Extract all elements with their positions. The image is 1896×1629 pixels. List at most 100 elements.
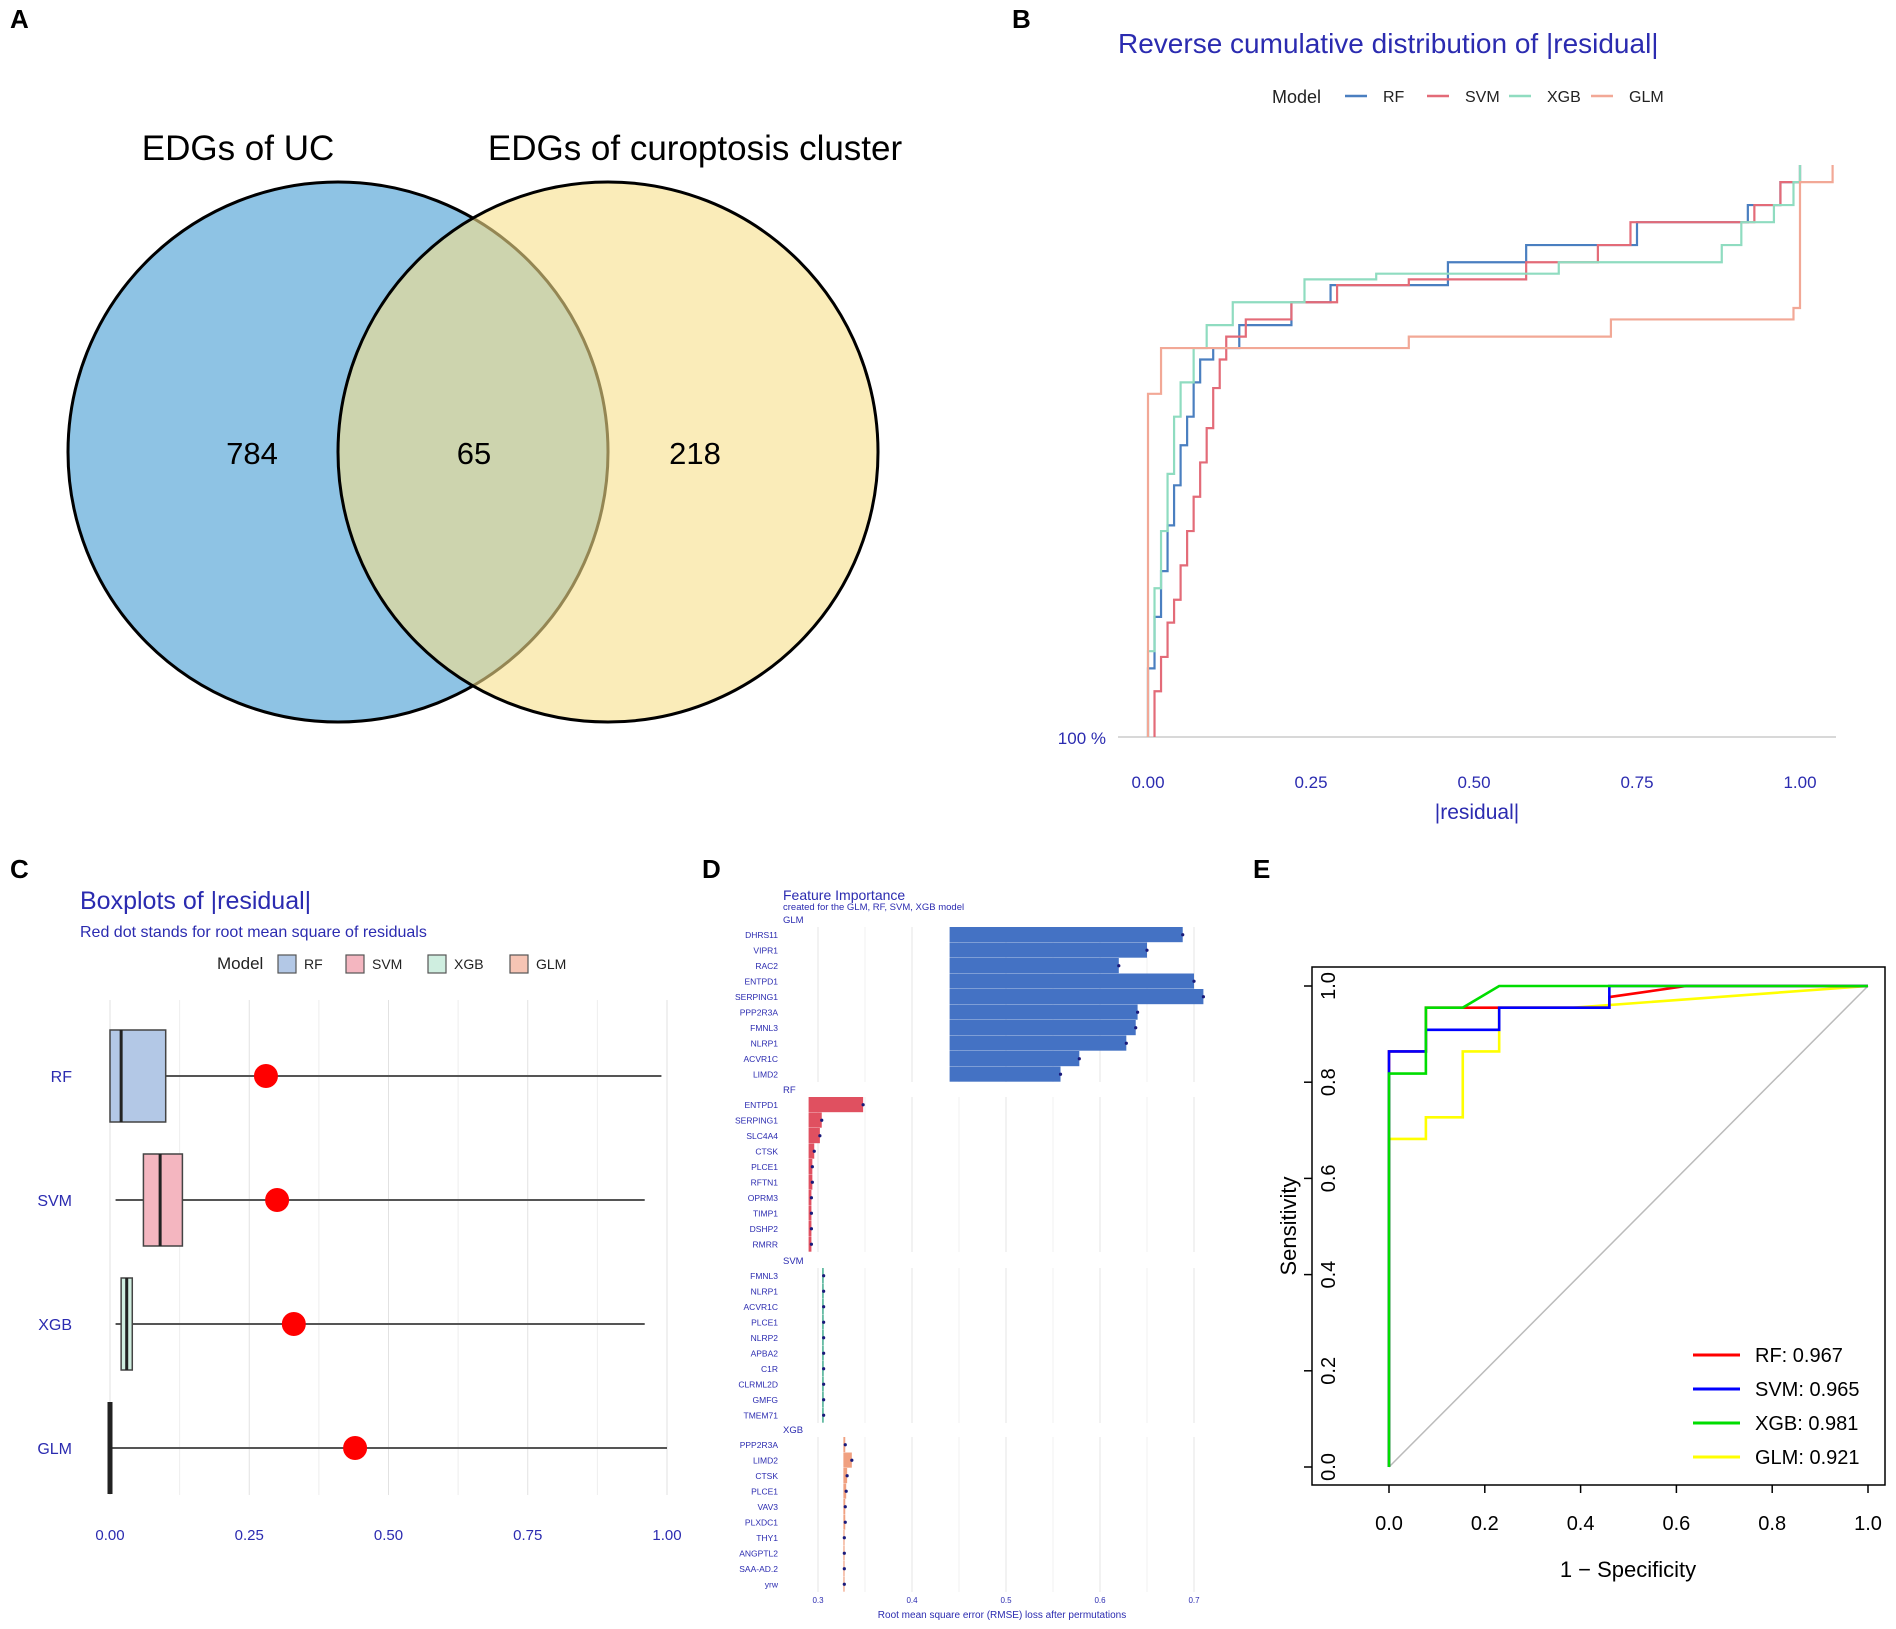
panel-c-boxes: RF SVM XGB GLM [37, 1029, 667, 1494]
legend-label-rf: RF: 0.967 [1755, 1345, 1843, 1367]
importance-point [1124, 1041, 1128, 1045]
group-label-glm: GLM [783, 915, 804, 926]
x-tick-label: 0.4 [906, 1596, 918, 1605]
feature-label: CTSK [755, 1146, 778, 1156]
x-tick-label: 1.00 [652, 1527, 681, 1544]
feature-label: NLRP1 [751, 1038, 779, 1048]
feature-label: PPP2R3A [740, 1440, 779, 1450]
importance-bar [949, 989, 1204, 1005]
importance-bar [949, 1051, 1080, 1067]
importance-point [822, 1320, 826, 1324]
feature-label: SERPING1 [735, 1115, 778, 1125]
x-tick-label: 0.25 [235, 1527, 264, 1544]
feature-label: ANGPTL2 [739, 1548, 778, 1558]
feature-label: DSHP2 [750, 1224, 779, 1234]
panel-e-x-label: 1 − Specificity [1560, 1557, 1696, 1582]
importance-bar [808, 1174, 813, 1190]
importance-point [1117, 964, 1121, 968]
panel-d-x-ticks: 0.3 0.4 0.5 0.6 0.7 [812, 1596, 1200, 1605]
x-tick-label: 1.00 [1783, 773, 1816, 792]
ecdf-line-rf [1146, 165, 1802, 737]
importance-point [822, 1274, 826, 1278]
importance-bar [843, 1468, 848, 1484]
box-label-rf: RF [51, 1069, 73, 1086]
feature-label: ENTPD1 [744, 976, 778, 986]
importance-point [1181, 933, 1185, 937]
importance-point [1201, 995, 1205, 999]
x-tick-label: 0.00 [1131, 773, 1164, 792]
x-tick-label: 0.0 [1375, 1513, 1403, 1535]
feature-label: ENTPD1 [744, 1100, 778, 1110]
y-tick-label: 0.2 [1318, 1357, 1340, 1385]
feature-label: TMEM71 [744, 1410, 779, 1420]
importance-point [861, 1103, 865, 1107]
feature-label: CTSK [755, 1471, 778, 1481]
panel-b-lines [1146, 165, 1834, 737]
importance-bar [843, 1452, 852, 1468]
feature-label: OPRM3 [748, 1193, 779, 1203]
panel-c-legend: RF SVM XGB GLM [277, 954, 566, 974]
panel-b-x-label: |residual| [1435, 801, 1519, 824]
importance-point [812, 1149, 816, 1153]
legend-label-rf: RF [304, 956, 323, 972]
importance-point [844, 1489, 848, 1493]
feature-label: THY1 [756, 1533, 778, 1543]
feature-label: APBA2 [751, 1348, 779, 1358]
panel-label-a: A [10, 4, 29, 34]
panel-e-axes: 0.0 0.2 0.4 0.6 0.8 1.0 0.0 0.2 0.4 0.6 0.8 1.0 [1304, 972, 1882, 1535]
feature-label: VIPR1 [753, 945, 778, 955]
feature-label: DHRS11 [745, 930, 778, 940]
importance-bar [949, 942, 1147, 958]
group-label-svm: SVM [783, 1256, 804, 1267]
importance-bar [808, 1128, 820, 1144]
importance-bar [949, 958, 1119, 974]
feature-label: PLCE1 [751, 1317, 778, 1327]
box-label-xgb: XGB [38, 1317, 72, 1334]
importance-point [1145, 948, 1149, 952]
feature-label: NLRP2 [751, 1333, 779, 1343]
feature-label: VAV3 [758, 1502, 779, 1512]
legend-key-glm [509, 954, 529, 974]
legend-key-xgb [427, 954, 447, 974]
feature-label: FMNL3 [750, 1023, 778, 1033]
feature-label: LIMD2 [753, 1069, 778, 1079]
legend-label-svm: SVM [1465, 89, 1500, 106]
importance-point [810, 1165, 814, 1169]
panel-b-y-tick-100: 100 % [1058, 729, 1106, 748]
importance-bar [808, 1159, 813, 1175]
importance-point [850, 1458, 854, 1462]
importance-point [843, 1520, 847, 1524]
feature-label: FMNL3 [750, 1271, 778, 1281]
importance-point [842, 1567, 846, 1571]
feature-label: RAC2 [755, 961, 778, 971]
y-tick-label: 0.8 [1318, 1068, 1340, 1096]
venn-count-intersection: 65 [457, 436, 491, 471]
importance-bar [949, 973, 1194, 989]
importance-point [820, 1118, 824, 1122]
panel-label-b: B [1012, 4, 1031, 34]
panel-b-x-ticks: 0.00 0.25 0.50 0.75 1.00 [1131, 773, 1816, 792]
panel-e-diagonal [1388, 985, 1869, 1468]
panel-c-grid [109, 1000, 668, 1495]
legend-key-svm [345, 954, 365, 974]
venn-count-uc-only: 784 [226, 436, 278, 471]
y-tick-label: 0.6 [1318, 1164, 1340, 1192]
y-tick-label: 1.0 [1318, 972, 1340, 1000]
panel-e-lines [1387, 984, 1869, 1467]
legend-label-glm: GLM [536, 956, 566, 972]
legend-label-xgb: XGB: 0.981 [1755, 1413, 1858, 1435]
feature-label: PLCE1 [751, 1486, 778, 1496]
feature-label: PPP2R3A [740, 1007, 779, 1017]
x-tick-label: 0.2 [1471, 1513, 1499, 1535]
importance-point [1077, 1057, 1081, 1061]
importance-point [1058, 1072, 1063, 1076]
feature-label: PLXDC1 [745, 1517, 778, 1527]
importance-point [1192, 979, 1196, 983]
feature-label: SAA-AD.2 [739, 1564, 778, 1574]
x-tick-label: 0.75 [513, 1527, 542, 1544]
legend-label-glm: GLM: 0.921 [1755, 1447, 1860, 1469]
x-tick-label: 0.6 [1662, 1513, 1690, 1535]
feature-label: RMRR [753, 1239, 779, 1249]
x-tick-label: 0.3 [812, 1596, 824, 1605]
